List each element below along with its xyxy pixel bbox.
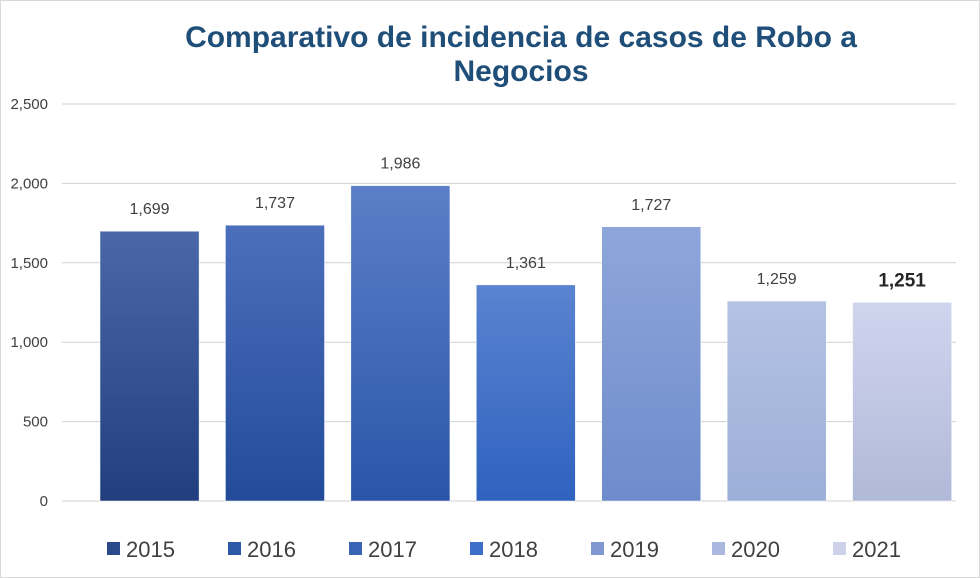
legend-label-2017: 2017 [368, 537, 417, 562]
bar-2017 [350, 185, 451, 502]
y-tick-label: 1,000 [10, 334, 48, 351]
legend-label-2019: 2019 [610, 537, 659, 562]
legend-swatch-2016 [228, 542, 241, 555]
bar-2016 [225, 224, 325, 502]
legend-swatch-2020 [712, 542, 725, 555]
data-label-2017: 1,986 [380, 156, 420, 173]
data-label-2020: 1,259 [757, 271, 797, 288]
data-labels: 1,699 1,737 1,986 1,361 1,727 1,259 1,251 [130, 156, 927, 292]
y-tick-label: 0 [40, 493, 48, 510]
bar-2015 [99, 230, 200, 502]
bar-2021 [852, 302, 952, 502]
bar-2019 [601, 226, 702, 502]
y-tick-label: 500 [23, 414, 48, 431]
bar-2020 [726, 300, 827, 502]
legend-swatch-2018 [470, 542, 483, 555]
legend-swatch-2021 [833, 542, 846, 555]
data-label-2015: 1,699 [130, 201, 170, 218]
legend-label-2015: 2015 [126, 537, 175, 562]
legend-swatch-2015 [107, 542, 120, 555]
y-tick-label: 1,500 [10, 255, 48, 272]
legend-swatch-2017 [349, 542, 362, 555]
legend-label-2020: 2020 [731, 537, 780, 562]
y-axis-tick-labels: 0 500 1,000 1,500 2,000 2,500 [10, 96, 48, 510]
chart-title: Comparativo de incidencia de casos de Ro… [185, 21, 857, 88]
bars [99, 185, 952, 502]
data-label-2018: 1,361 [506, 255, 546, 272]
data-label-2016: 1,737 [255, 195, 295, 212]
data-label-2021: 1,251 [878, 270, 926, 291]
bar-2018 [476, 284, 576, 502]
legend-swatch-2019 [591, 542, 604, 555]
legend-label-2016: 2016 [247, 537, 296, 562]
y-tick-label: 2,000 [10, 175, 48, 192]
y-tick-label: 2,500 [10, 96, 48, 113]
legend-label-2018: 2018 [489, 537, 538, 562]
legend: 2015 2016 2017 2018 2019 2020 2021 [107, 537, 901, 562]
legend-label-2021: 2021 [852, 537, 901, 562]
data-label-2019: 1,727 [631, 197, 671, 214]
